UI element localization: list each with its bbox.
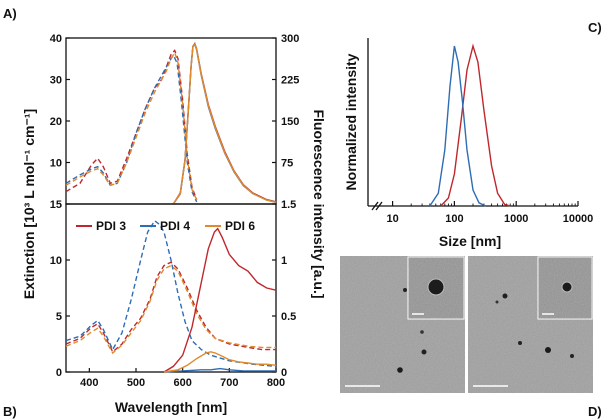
b-y-axis-right-label: Fluorescence intensity [a.u.] [311, 109, 327, 298]
legend-label-pdi3: PDI 3 [96, 219, 126, 233]
c-series-pdi4 [429, 45, 486, 207]
panel-c-plot: 10 100 1000 10000 Size [nm] Normalized inte… [343, 38, 593, 249]
b-ytick-right-label: 1.5 [281, 199, 296, 211]
c-xtick-label: 100 [445, 213, 463, 225]
a-series-pdi6-dashed [65, 50, 198, 201]
b-x-axis-label: Wavelength [nm] [115, 399, 227, 415]
b-ytick-left-label: 0 [56, 367, 62, 379]
c-x-axis-label: Size [nm] [439, 233, 501, 249]
a-series-pdi4-solid [172, 42, 277, 205]
panel-a-frame [65, 37, 277, 205]
panel-label-d: D) [588, 404, 602, 419]
c-y-axis-label: Normalized intensity [343, 53, 359, 190]
b-series-pdi3-dashed [65, 261, 276, 353]
panel-a-plot: 10 20 30 40 75 150 225 300 [50, 33, 299, 205]
a-ytick-right-label: 300 [281, 33, 299, 45]
b-xtick-label: 400 [80, 377, 98, 389]
b-xtick-label: 800 [267, 377, 285, 389]
panel-label-c: C) [588, 20, 602, 35]
c-xtick-label: 10 [386, 213, 398, 225]
b-ytick-right-label: 1 [281, 255, 287, 267]
a-ytick-left-label: 10 [50, 158, 62, 170]
a-series-pdi3-dashed [65, 49, 198, 201]
legend-label-pdi4: PDI 4 [160, 219, 190, 233]
b-ytick-left-label: 15 [50, 199, 62, 211]
b-ytick-left-label: 5 [56, 311, 62, 323]
b-xtick-label: 500 [127, 377, 145, 389]
tem-image-left [340, 256, 465, 393]
panel-d-micrographs [340, 256, 593, 393]
tem-image-right [468, 256, 593, 393]
legend-label-pdi6: PDI 6 [225, 219, 255, 233]
panel-label-a: A) [3, 6, 17, 21]
a-ytick-right-label: 75 [281, 158, 293, 170]
a-ytick-right-label: 150 [281, 116, 299, 128]
b-xtick-label: 700 [220, 377, 238, 389]
a-series-pdi3-solid [172, 41, 277, 205]
c-axis-break [371, 201, 383, 211]
c-series-pdi3 [440, 43, 511, 207]
a-ytick-right-label: 225 [281, 75, 299, 87]
a-ytick-left-label: 30 [50, 75, 62, 87]
b-series-pdi4-dashed [65, 219, 277, 368]
panel-label-b: B) [3, 404, 17, 419]
b-series-pdi6-dashed [65, 264, 276, 355]
b-series-pdi4-solid [163, 367, 276, 373]
b-xtick-label: 600 [173, 377, 191, 389]
b-y-axis-left-label: Extinction [10³ L mol⁻¹ cm⁻¹] [21, 109, 37, 299]
b-ytick-right-label: 0 [281, 367, 287, 379]
a-series-pdi6-solid [172, 42, 277, 205]
b-series-pdi3-solid [163, 227, 277, 373]
a-series-pdi4-dashed [65, 54, 198, 203]
c-xtick-label: 1000 [504, 213, 528, 225]
a-ytick-left-label: 20 [50, 116, 62, 128]
b-ytick-left-label: 10 [50, 255, 62, 267]
tem-inset-left [407, 256, 465, 320]
c-xtick-label: 10000 [563, 213, 594, 225]
tem-inset-right [537, 256, 593, 320]
a-ytick-left-label: 40 [50, 33, 62, 45]
legend: PDI 3 PDI 4 PDI 6 [76, 219, 255, 233]
b-ytick-right-label: 0.5 [281, 311, 296, 323]
b-series-pdi6-solid [163, 351, 277, 373]
